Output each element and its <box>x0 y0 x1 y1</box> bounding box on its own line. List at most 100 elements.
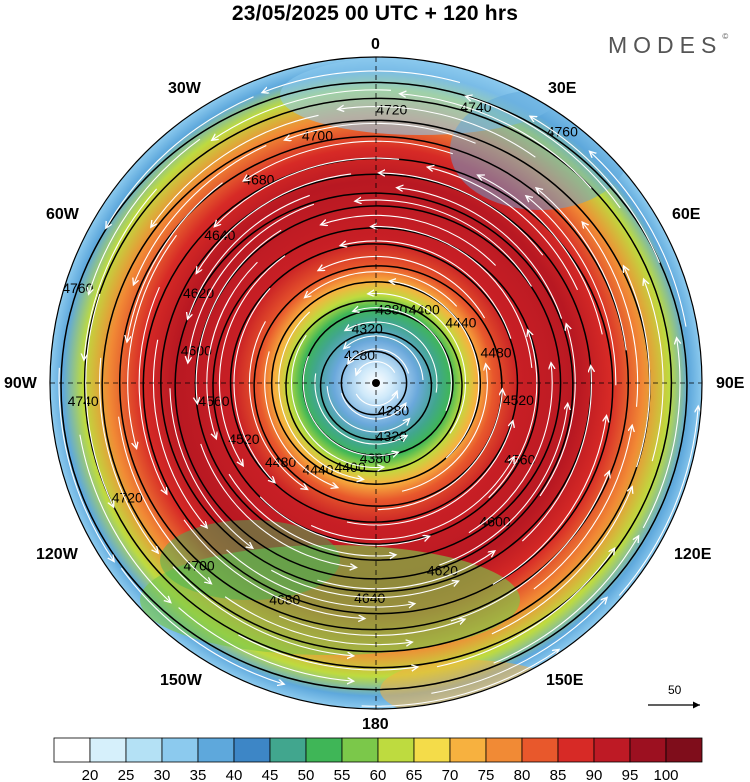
map-title: 23/05/2025 00 UTC + 120 hrs <box>231 2 519 25</box>
lon-label-90e: 90E <box>716 375 745 392</box>
pole-marker <box>372 379 380 387</box>
contour-label: 4640 <box>354 590 385 606</box>
colorbar-swatch <box>305 737 343 763</box>
streamline <box>169 388 253 548</box>
streamline <box>152 339 207 528</box>
streamline <box>259 496 429 546</box>
streamline <box>218 255 286 466</box>
contour-label: 4400 <box>409 301 440 317</box>
streamline <box>188 194 310 319</box>
streamline <box>127 234 177 448</box>
streamline <box>178 607 354 682</box>
streamline <box>642 338 680 529</box>
streamline <box>212 89 392 140</box>
streamline <box>318 255 486 319</box>
colorbar-label: 80 <box>514 767 531 782</box>
streamline <box>491 487 632 635</box>
streamline <box>84 188 158 360</box>
lon-label-0: 0 <box>371 36 380 53</box>
colorbar-label: 35 <box>190 767 207 782</box>
contour-4620 <box>174 192 574 580</box>
streamline <box>196 229 282 404</box>
streamline <box>233 287 275 482</box>
streamline <box>151 114 319 227</box>
streamline <box>492 416 607 585</box>
modes-logo: MODES© <box>608 32 728 59</box>
lon-label-30e: 30E <box>548 80 577 97</box>
streamline <box>183 519 365 619</box>
colorbar-swatch <box>197 737 235 763</box>
streamline <box>317 551 494 590</box>
streamline <box>590 151 687 327</box>
contour-label: 4760 <box>62 280 93 296</box>
streamline <box>120 567 284 684</box>
streamline <box>536 188 627 351</box>
lon-label-150w: 150W <box>160 672 202 689</box>
streamline <box>196 173 352 273</box>
colorbar-label: 75 <box>478 767 495 782</box>
streamline <box>344 335 424 381</box>
colorbar-swatch <box>341 737 379 763</box>
colorbar-label: 65 <box>406 767 423 782</box>
brand-mark: © <box>722 32 729 41</box>
streamline <box>238 634 417 670</box>
streamline <box>305 271 458 307</box>
colorbar-swatch <box>269 737 307 763</box>
streamline <box>278 311 364 480</box>
contour-label: 4720 <box>112 490 143 506</box>
streamline <box>89 138 201 294</box>
streamline <box>284 122 476 144</box>
colorbar-swatch <box>557 737 595 763</box>
streamline <box>371 226 533 368</box>
colorbar-label: 100 <box>653 767 678 782</box>
streamline <box>368 293 467 434</box>
streamline <box>450 471 609 622</box>
streamline <box>488 330 538 499</box>
streamline <box>106 96 254 228</box>
lon-label-120e: 120E <box>674 546 712 563</box>
colorbar-label: 60 <box>370 767 387 782</box>
contour-label: 4440 <box>445 314 476 330</box>
streamline <box>310 457 514 541</box>
streamline <box>623 266 651 468</box>
streamline <box>58 367 114 562</box>
lon-label-60w: 60W <box>46 206 79 223</box>
lon-label-120w: 120W <box>36 546 78 563</box>
contour-label: 4440 <box>302 462 333 478</box>
streamline <box>291 335 384 467</box>
streamline <box>243 140 453 181</box>
streamline <box>200 443 357 568</box>
brand-name: MODES <box>608 32 723 58</box>
colorbar-swatch <box>233 737 271 763</box>
colorbar-swatch <box>665 737 703 763</box>
contour-label: 4640 <box>204 227 235 243</box>
contour-label: 4620 <box>427 562 458 578</box>
streamline <box>397 188 563 319</box>
streamline <box>345 321 438 393</box>
contour-label: 4740 <box>68 393 99 409</box>
contour-label: 4600 <box>480 513 511 529</box>
streamline <box>400 94 592 189</box>
contour-4400 <box>285 299 463 473</box>
streamline <box>493 536 639 664</box>
streamline <box>439 403 567 566</box>
contour-label: 4480 <box>480 344 511 360</box>
colorbar-label: 70 <box>442 767 459 782</box>
streamline <box>79 434 171 603</box>
streamline <box>401 364 487 492</box>
colorbar-label: 40 <box>226 767 243 782</box>
streamline <box>361 649 559 707</box>
contour-4480 <box>253 265 503 507</box>
colorbar-label: 20 <box>82 767 99 782</box>
streamline <box>436 548 615 668</box>
colorbar-label: 85 <box>550 767 567 782</box>
colorbar-label: 50 <box>298 767 315 782</box>
contour-label: 4560 <box>198 393 229 409</box>
streamline <box>340 241 512 339</box>
colorbar-swatch <box>593 737 631 763</box>
contour-label: 4480 <box>265 454 296 470</box>
streamline <box>321 214 496 266</box>
streamline <box>379 173 544 256</box>
lon-label-60e: 60E <box>672 206 701 223</box>
streamline <box>188 203 315 363</box>
